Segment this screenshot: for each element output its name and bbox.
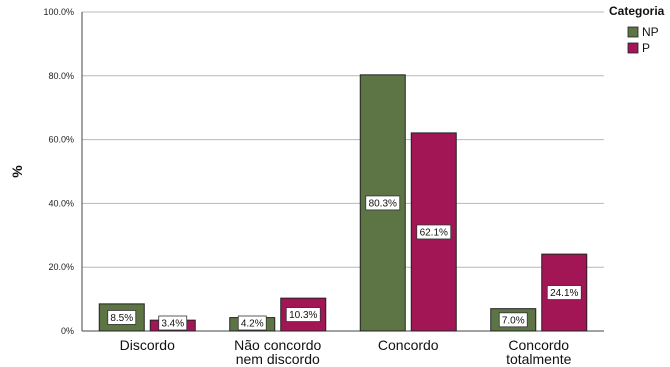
data-label-box: [285, 307, 321, 322]
data-label: 10.3%: [289, 310, 317, 321]
data-label-box: [546, 285, 582, 300]
legend-swatch: [627, 26, 639, 38]
category-label: Não concordo: [234, 337, 321, 353]
data-label: 4.2%: [241, 319, 264, 330]
data-label: 62.1%: [420, 227, 448, 238]
data-label-box: [237, 315, 267, 331]
y-tick-label: 20.0%: [48, 262, 74, 272]
data-label: 24.1%: [550, 288, 578, 299]
data-label: 3.4%: [161, 319, 184, 330]
data-label: 7.0%: [502, 315, 525, 326]
data-label-box: [158, 315, 188, 331]
category-label: Discordo: [120, 337, 175, 353]
data-label-box: [498, 312, 528, 328]
y-axis-label: %: [9, 165, 25, 178]
data-label-box: [416, 224, 452, 240]
data-label-box: [365, 195, 401, 211]
legend-entry: P: [642, 41, 650, 55]
y-tick-label: 100.0%: [43, 7, 74, 17]
y-tick-label: 40.0%: [48, 198, 74, 208]
y-tick-label: 80.0%: [48, 71, 74, 81]
category-label: Concordo: [508, 337, 569, 353]
legend-entry: NP: [642, 25, 659, 39]
legend-swatch: [627, 42, 639, 54]
y-tick-label: 0%: [61, 326, 74, 336]
category-label: totalmente: [506, 351, 572, 367]
category-label: Concordo: [378, 337, 439, 353]
data-label: 80.3%: [369, 198, 397, 209]
data-label: 8.5%: [110, 313, 133, 324]
y-tick-label: 60.0%: [48, 135, 74, 145]
legend-title: Categoria: [609, 4, 665, 18]
data-label-box: [107, 310, 137, 325]
category-label: nem discordo: [236, 351, 320, 367]
